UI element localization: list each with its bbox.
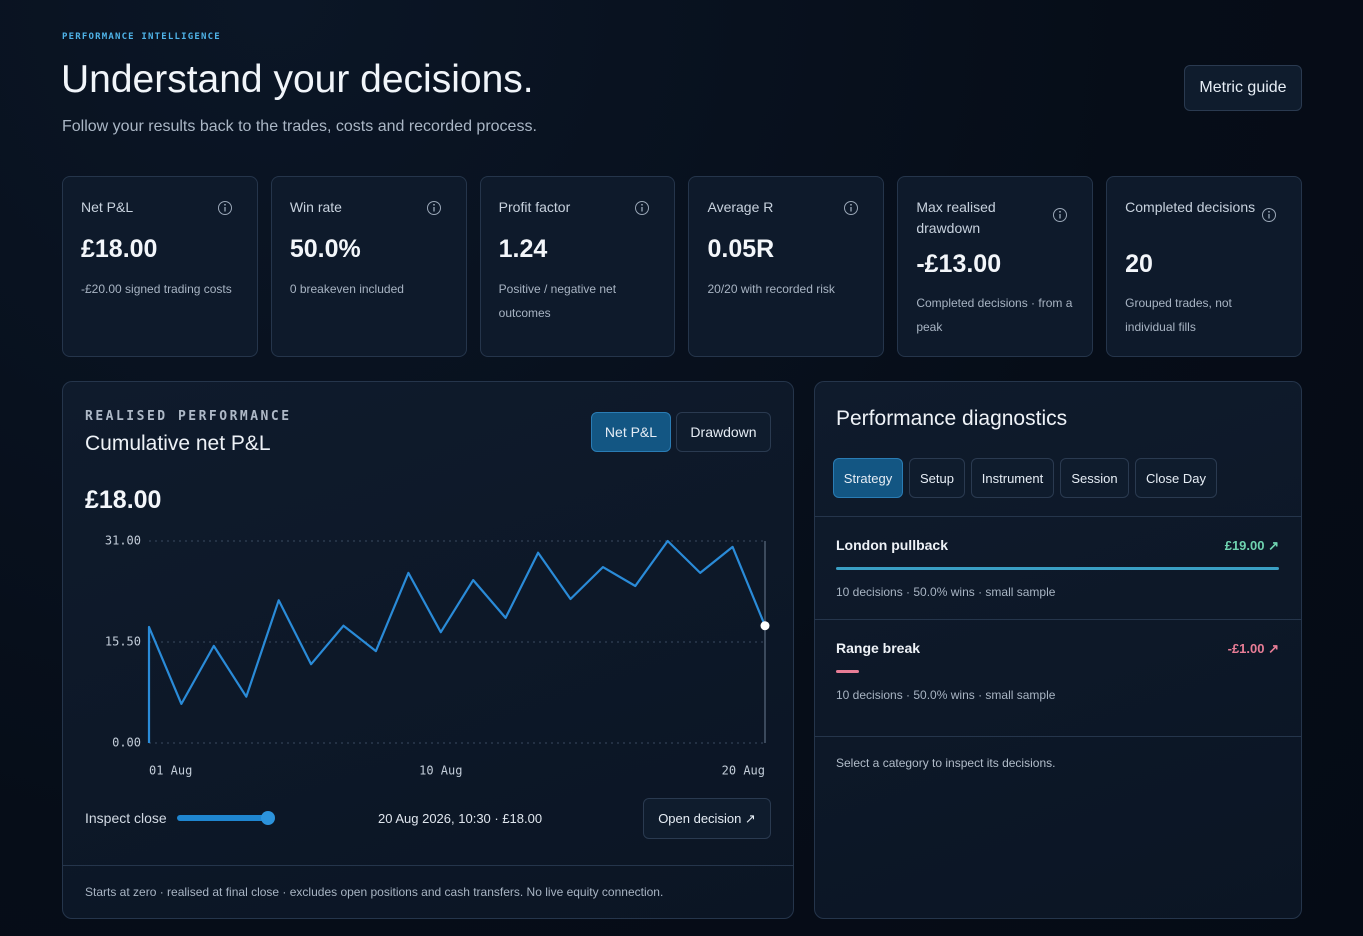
divider — [815, 516, 1301, 517]
info-ring — [844, 201, 859, 215]
y-tick-label: 31.00 — [105, 534, 141, 548]
eyebrow: PERFORMANCE INTELLIGENCE — [62, 32, 221, 42]
metric-card: Profit factor 1.24 Positive / negative net… — [479, 176, 676, 357]
info-dot — [1268, 210, 1270, 213]
open-decision-button[interactable]: Open decision ↗ — [643, 798, 771, 839]
info-ring — [1053, 208, 1068, 222]
info-icon — [426, 201, 441, 215]
info-ring — [1261, 208, 1276, 222]
metric-cards: Net P&L £18.00 -£20.00 signed trading cost… — [62, 176, 1302, 357]
card-value: 0.05R — [707, 235, 775, 263]
row-name: Range break — [836, 640, 921, 656]
panel-eyebrow: REALISED PERFORMANCE — [85, 409, 292, 424]
x-tick-label: 01 Aug — [149, 764, 192, 778]
headline-value: £18.00 — [85, 486, 162, 514]
row-value: £19.00 ↗ — [1224, 538, 1279, 553]
y-tick-label: 0.00 — [112, 736, 141, 750]
tab[interactable]: Session — [1060, 458, 1129, 498]
card-label: Average R — [707, 199, 774, 215]
toggle-drawdown[interactable]: Drawdown — [676, 412, 771, 452]
info-dot — [641, 203, 644, 206]
card-value: -£13.00 — [916, 250, 1002, 278]
metric-guide-button[interactable]: Metric guide — [1184, 65, 1302, 111]
subtitle: Follow your results back to the trades, … — [62, 118, 537, 135]
row-value: -£1.00 ↗ — [1227, 641, 1279, 656]
info-ring — [217, 201, 232, 215]
card-note: 20/20 with recorded risk — [707, 282, 835, 296]
info-dot — [432, 203, 435, 206]
info-icon — [844, 201, 859, 215]
card-note: Completed decisions · from a peak — [916, 296, 1073, 334]
info-dot — [850, 203, 853, 206]
info-dot — [223, 203, 226, 206]
slider-track[interactable] — [177, 815, 273, 821]
card-value: £18.00 — [81, 235, 158, 263]
metric-card: Average R 0.05R 20/20 with recorded risk — [688, 176, 885, 357]
card-value: 20 — [1125, 250, 1153, 278]
row-name: London pullback — [836, 537, 948, 553]
row-meta: 10 decisions · 50.0% wins · small sample — [836, 585, 1056, 599]
divider — [815, 736, 1301, 737]
row-bar — [836, 670, 860, 673]
tab[interactable]: Close Day — [1135, 458, 1217, 498]
metric-card: Completed decisions 20 Grouped trades, not… — [1106, 176, 1302, 357]
readout: 20 Aug 2026, 10:30 · £18.00 — [378, 811, 543, 826]
info-icon — [1261, 208, 1276, 222]
tab[interactable]: Setup — [909, 458, 965, 498]
inspect-label: Inspect close — [85, 810, 167, 826]
card-label: Win rate — [289, 199, 342, 215]
card-note: 0 breakeven included — [289, 282, 404, 296]
hint: Select a category to inspect its decisio… — [836, 756, 1056, 770]
info-ring — [426, 201, 441, 215]
metric-card: Max realised drawdown -£13.00 Completed de… — [897, 176, 1094, 357]
page-title: Understand your decisions. — [61, 58, 534, 101]
toggle-net-pnl[interactable]: Net P&L — [591, 412, 671, 452]
tab[interactable]: Strategy — [833, 458, 903, 498]
diagnostics-title: Performance diagnostics — [836, 407, 1068, 430]
tab[interactable]: Instrument — [971, 458, 1054, 498]
card-label: Net P&L — [81, 199, 134, 215]
divider — [63, 865, 793, 866]
y-tick-label: 15.50 — [105, 635, 141, 649]
info-ring — [635, 201, 650, 215]
card-note: Grouped trades, not individual fills — [1125, 296, 1232, 334]
row-bar — [836, 567, 1279, 570]
end-point — [760, 621, 770, 631]
footnote: Starts at zero · realised at final close… — [85, 885, 664, 899]
line — [147, 539, 767, 743]
card-note: Positive / negative net outcomes — [498, 282, 617, 320]
chart: 0.00 15.50 31.00 01 Aug 10 Aug 20 Aug — [105, 534, 770, 778]
card-note: -£20.00 signed trading costs — [81, 282, 232, 296]
slider-thumb[interactable] — [261, 811, 275, 825]
info-icon — [635, 201, 650, 215]
info-icon — [1053, 208, 1068, 222]
metric-card: Win rate 50.0% 0 breakeven included — [270, 176, 467, 357]
panel-title: Cumulative net P&L — [85, 432, 271, 455]
info-icon — [217, 201, 232, 215]
card-label: Profit factor — [498, 199, 571, 215]
card-label: Max realised drawdown — [916, 199, 996, 236]
x-tick-label: 10 Aug — [419, 764, 462, 778]
metric-card: Net P&L £18.00 -£20.00 signed trading cost… — [62, 176, 258, 357]
x-tick-label: 20 Aug — [722, 764, 765, 778]
info-dot — [1059, 210, 1062, 213]
divider — [815, 619, 1301, 620]
row-meta: 10 decisions · 50.0% wins · small sample — [836, 688, 1056, 702]
card-value: 50.0% — [289, 235, 361, 263]
card-value: 1.24 — [498, 235, 548, 263]
card-label: Completed decisions — [1125, 199, 1256, 215]
